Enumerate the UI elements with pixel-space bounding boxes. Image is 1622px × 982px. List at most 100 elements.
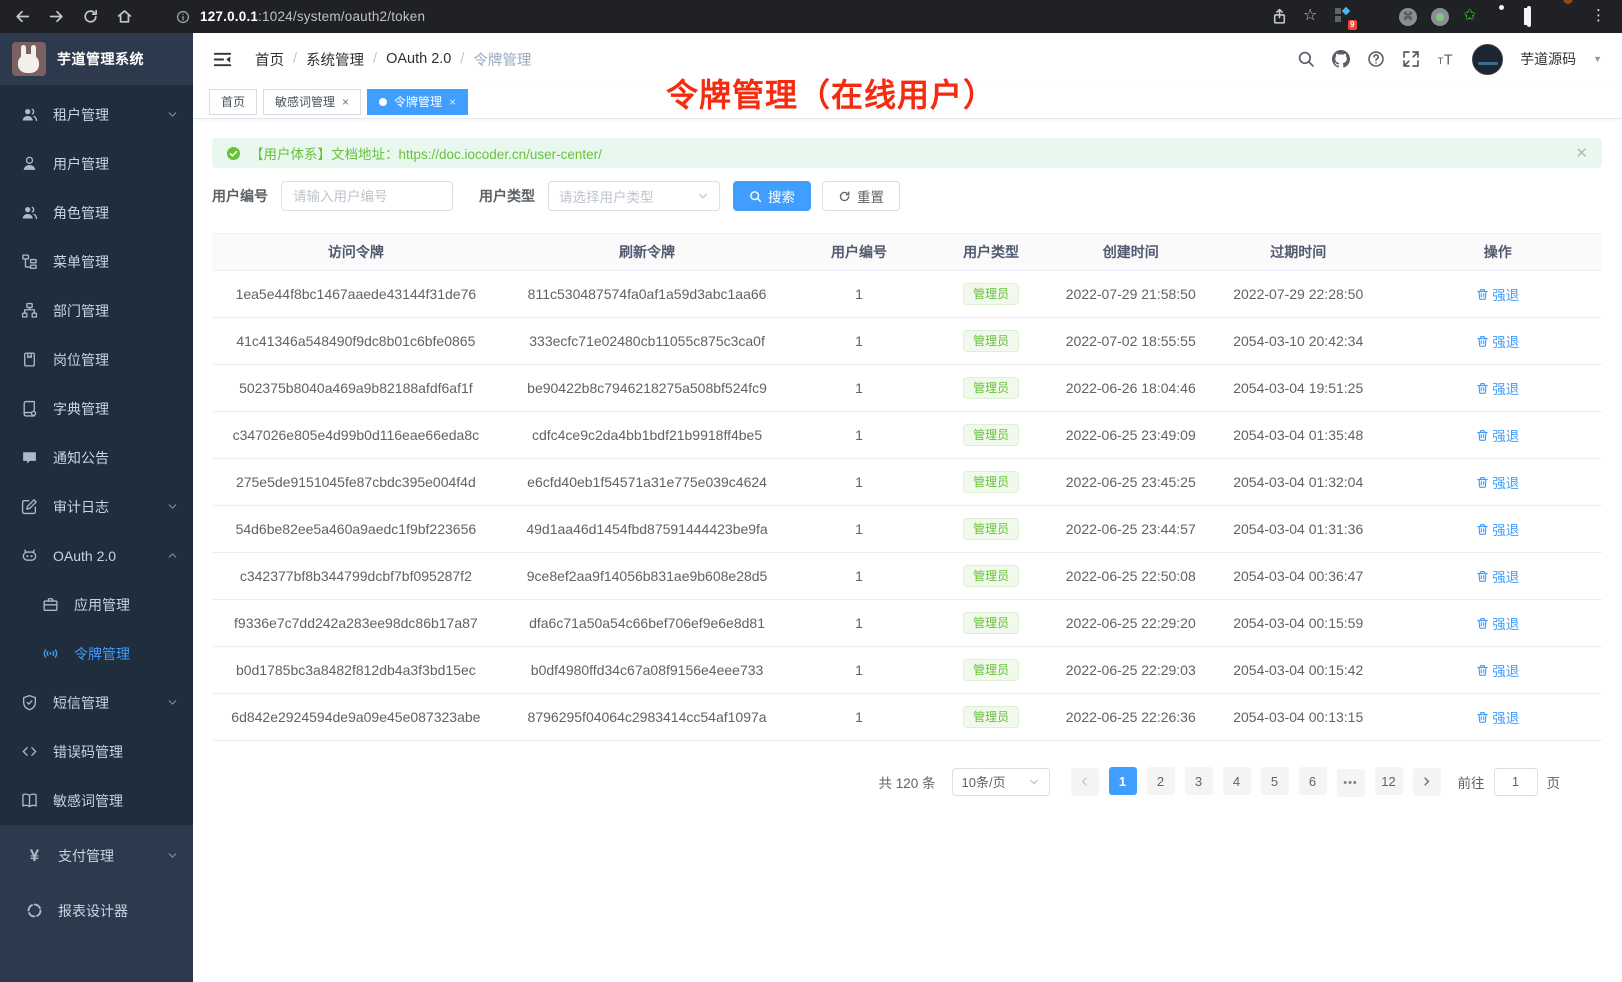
browser-url-bar[interactable]: 127.0.0.1:1024/system/oauth2/token	[176, 9, 425, 24]
browser-forward-icon[interactable]	[48, 8, 65, 25]
site-info-icon[interactable]	[176, 10, 190, 24]
breadcrumb-item[interactable]: OAuth 2.0	[386, 51, 452, 67]
sidebar-item-dept[interactable]: 部门管理	[0, 286, 193, 335]
sidebar-item-post[interactable]: 岗位管理	[0, 335, 193, 384]
gem-extension-icon[interactable]	[1367, 8, 1384, 25]
jump-page-input[interactable]	[1493, 767, 1538, 796]
sidebar-item-dict[interactable]: 字典管理	[0, 384, 193, 433]
force-logout-button[interactable]: 强退	[1476, 707, 1519, 727]
force-logout-button[interactable]: 强退	[1476, 519, 1519, 539]
search-button[interactable]: 搜索	[733, 181, 811, 211]
browser-reload-icon[interactable]	[82, 8, 99, 25]
record-extension-icon[interactable]	[1431, 8, 1449, 26]
sidebar-item-pay[interactable]: ¥ 支付管理	[0, 828, 193, 883]
sidebar-item-oauth2-app[interactable]: 应用管理	[0, 580, 193, 629]
role-icon	[21, 204, 38, 221]
user-type-badge: 管理员	[963, 470, 1020, 494]
tab-敏感词管理[interactable]: 敏感词管理 ×	[263, 88, 362, 115]
sidebar-item-notice[interactable]: 通知公告	[0, 433, 193, 482]
alert-close-icon[interactable]: ✕	[1575, 144, 1588, 162]
page-button-4[interactable]: 4	[1222, 767, 1251, 795]
cell-refresh-token: cdfc4ce9c2da4bb1bdf21b9918ff4be5	[499, 411, 795, 459]
breadcrumb-item[interactable]: 系统管理	[306, 52, 365, 69]
sidebar-item-sms[interactable]: 短信管理	[0, 678, 193, 727]
force-logout-button[interactable]: 强退	[1476, 331, 1519, 351]
page-button-2[interactable]: 2	[1146, 767, 1175, 795]
tab-令牌管理[interactable]: 令牌管理 ×	[367, 88, 469, 115]
force-logout-button[interactable]: 强退	[1476, 472, 1519, 492]
help-icon[interactable]	[1367, 50, 1385, 68]
force-logout-button[interactable]: 强退	[1476, 660, 1519, 680]
trash-icon	[1476, 570, 1489, 583]
sidebar-item-label: 报表设计器	[58, 902, 128, 919]
tab-close-icon[interactable]: ×	[342, 94, 350, 109]
breadcrumb-item[interactable]: 首页	[255, 52, 284, 69]
sidebar-item-error-code[interactable]: 错误码管理	[0, 727, 193, 776]
tab-close-icon[interactable]: ×	[449, 94, 457, 109]
sidebar-item-sensitive[interactable]: 敏感词管理	[0, 776, 193, 825]
search-icon	[749, 190, 762, 203]
force-logout-button[interactable]: 强退	[1476, 284, 1519, 304]
extension-with-badge-icon[interactable]: 9	[1335, 6, 1357, 30]
user-id-input[interactable]	[281, 181, 453, 211]
search-icon[interactable]	[1297, 50, 1315, 68]
page-button-5[interactable]: 5	[1260, 767, 1289, 795]
browser-home-icon[interactable]	[116, 8, 133, 25]
reading-mode-icon[interactable]	[1527, 6, 1544, 27]
sidebar-item-audit-log[interactable]: 审计日志	[0, 482, 193, 531]
force-logout-button[interactable]: 强退	[1476, 613, 1519, 633]
post-icon	[21, 351, 38, 368]
more-pages-button[interactable]: •••	[1336, 768, 1365, 797]
tab-首页[interactable]: 首页	[209, 88, 258, 115]
cell-user-id: 1	[794, 364, 924, 412]
page-button-12[interactable]: 12	[1374, 767, 1403, 795]
sidebar-item-user[interactable]: 用户管理	[0, 139, 193, 188]
avatar[interactable]	[1472, 43, 1504, 75]
sidebar-collapse-icon[interactable]	[213, 50, 232, 69]
share-icon[interactable]	[1271, 8, 1288, 25]
total-count: 共 120 条	[878, 775, 936, 791]
page-button-6[interactable]: 6	[1298, 767, 1327, 795]
sidebar-item-oauth2-token[interactable]: 令牌管理	[0, 629, 193, 678]
page-button-1[interactable]: 1	[1108, 767, 1137, 795]
page-size-select[interactable]: 10条/页	[951, 767, 1050, 796]
username[interactable]: 芋道源码	[1520, 51, 1577, 67]
sidebar-item-role[interactable]: 角色管理	[0, 188, 193, 237]
sidebar-item-oauth2[interactable]: OAuth 2.0	[0, 531, 193, 580]
app-logo[interactable]: 芋道管理系统	[0, 33, 193, 85]
cell-user-type: 管理员	[923, 505, 1059, 553]
force-logout-button[interactable]: 强退	[1476, 566, 1519, 586]
prev-page-button[interactable]	[1070, 767, 1099, 796]
force-logout-button[interactable]: 强退	[1476, 378, 1519, 398]
fullscreen-icon[interactable]	[1402, 50, 1420, 68]
green-star-extension-icon[interactable]: ✩	[1463, 7, 1477, 24]
puzzle-extension-icon[interactable]	[1495, 8, 1512, 25]
column-header: 创建时间	[1058, 233, 1204, 271]
trash-icon	[1476, 617, 1489, 630]
browser-menu-icon[interactable]: ⋮	[1591, 7, 1606, 24]
sidebar-item-label: 通知公告	[53, 449, 109, 466]
sidebar-item-report[interactable]: 报表设计器	[0, 883, 193, 938]
profile-emoji-icon[interactable]	[1559, 8, 1576, 25]
chevron-down-icon	[697, 190, 709, 202]
page-button-3[interactable]: 3	[1184, 767, 1213, 795]
notice-icon	[21, 449, 38, 466]
breadcrumb-separator: /	[293, 51, 298, 67]
cell-user-id: 1	[794, 552, 924, 600]
chevron-down-icon[interactable]: ▼	[1593, 54, 1602, 64]
trash-icon	[1476, 288, 1489, 301]
success-check-icon	[226, 146, 241, 161]
doc-link[interactable]: https://doc.iocoder.cn/user-center/	[398, 147, 602, 162]
cell-refresh-token: 9ce8ef2aa9f14056b831ae9b608e28d5	[499, 552, 795, 600]
sidebar-item-menu[interactable]: 菜单管理	[0, 237, 193, 286]
force-logout-button[interactable]: 强退	[1476, 425, 1519, 445]
github-icon[interactable]	[1332, 50, 1351, 68]
user-type-select[interactable]: 请选择用户类型	[548, 181, 720, 211]
bookmark-star-icon[interactable]: ☆	[1303, 7, 1318, 24]
sidebar-item-tenant[interactable]: 租户管理	[0, 90, 193, 139]
command-extension-icon[interactable]: ⌘	[1399, 8, 1417, 26]
browser-back-icon[interactable]	[14, 8, 31, 25]
reset-button[interactable]: 重置	[822, 181, 900, 211]
next-page-button[interactable]	[1412, 767, 1441, 796]
